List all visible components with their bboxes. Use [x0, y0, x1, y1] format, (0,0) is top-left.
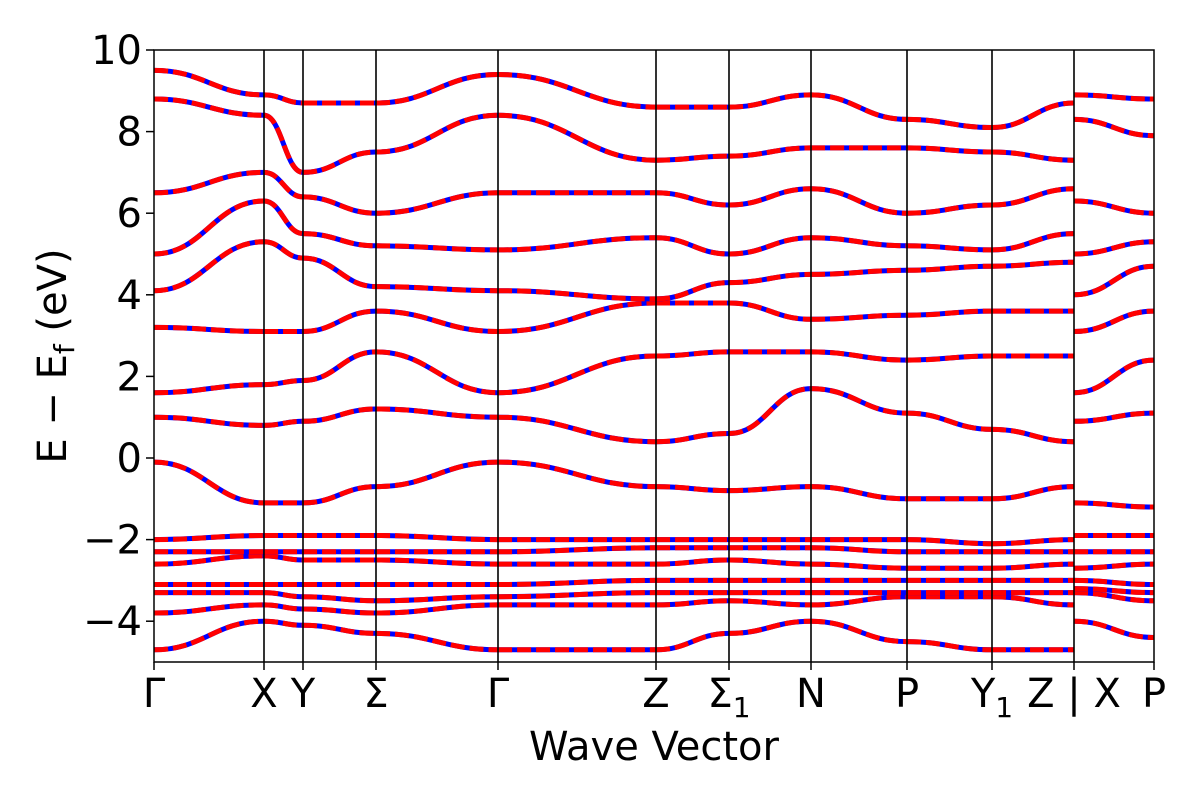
- band-line-red: [154, 96, 1154, 175]
- y-axis-label-sub: f: [48, 343, 81, 354]
- x-tick-label-main: X: [250, 671, 277, 717]
- plot-frame: [153, 49, 1155, 663]
- x-tick-label: Y: [290, 671, 316, 717]
- band-line-red: [154, 239, 1154, 302]
- x-tick-label: Z: [642, 671, 669, 717]
- x-tick-label-sub: 1: [733, 691, 751, 724]
- x-tick-label: Γ: [143, 671, 166, 717]
- band-line-red: [154, 386, 1154, 445]
- band-line-blue: [154, 300, 1154, 334]
- x-tick-label: N: [796, 671, 826, 717]
- x-tick-label: X: [250, 671, 277, 717]
- x-axis-label: Wave Vector: [529, 724, 780, 770]
- band-line-blue: [154, 67, 1154, 130]
- band-11: [154, 300, 1154, 334]
- band-5: [154, 553, 1154, 571]
- x-tick-label: Z | X: [1027, 671, 1121, 717]
- x-tick-label: Y1: [970, 671, 1013, 724]
- band-line-red: [154, 553, 1154, 571]
- band-12: [154, 239, 1154, 302]
- band-line-red: [154, 545, 1154, 555]
- x-tick-label-main: P: [895, 671, 919, 717]
- band-6: [154, 545, 1154, 555]
- band-4: [154, 577, 1154, 588]
- x-tick-label: Σ1: [707, 671, 750, 724]
- x-tick-label-main: N: [796, 671, 826, 717]
- band-line-red: [154, 67, 1154, 130]
- x-tick-label-sub: 1: [995, 691, 1013, 724]
- band-line-blue: [154, 386, 1154, 445]
- band-line-red: [154, 459, 1154, 510]
- x-tick-label-main: Γ: [143, 671, 166, 717]
- band-line-blue: [154, 198, 1154, 257]
- band-15: [154, 96, 1154, 175]
- y-axis-label-main: E − E: [30, 354, 76, 464]
- x-tick-label: Σ: [363, 671, 388, 717]
- band-8: [154, 459, 1154, 510]
- band-14: [154, 169, 1154, 216]
- y-tick-label: −2: [83, 518, 142, 564]
- band-line-red: [154, 300, 1154, 334]
- y-tick-label: 4: [117, 273, 142, 319]
- band-line-red: [154, 349, 1154, 396]
- y-tick-label: 0: [117, 436, 142, 482]
- band-line-red: [154, 577, 1154, 588]
- y-axis: −4 −2 0 2 4 6 8 10: [83, 28, 154, 645]
- x-tick-label-main: Y: [290, 671, 316, 717]
- band-line-red: [154, 590, 1154, 616]
- y-tick-label: 6: [117, 191, 142, 237]
- x-tick-label-main: Z | X: [1027, 671, 1121, 717]
- band-16: [154, 67, 1154, 130]
- x-tick-label-main: Y: [970, 671, 996, 717]
- y-tick-label: 8: [117, 110, 142, 156]
- band-2: [154, 590, 1154, 616]
- band-line-red: [154, 586, 1154, 604]
- band-line-red: [154, 618, 1154, 653]
- x-tick-label-main: Γ: [487, 671, 510, 717]
- x-tick-label: P: [895, 671, 919, 717]
- kpoint-divider-lines: [263, 50, 1075, 662]
- x-tick-label: Γ: [487, 671, 510, 717]
- x-tick-label: P: [1142, 671, 1166, 717]
- band-9: [154, 386, 1154, 445]
- x-tick-label-main: Σ: [363, 671, 388, 717]
- band-13: [154, 198, 1154, 257]
- y-axis-label: E − Ef (eV): [30, 248, 81, 463]
- x-tick-label-main: Σ: [707, 671, 732, 717]
- x-tick-label-main: P: [1142, 671, 1166, 717]
- x-tick-label-main: Z: [642, 671, 669, 717]
- band-line-red: [154, 533, 1154, 547]
- y-tick-label: −4: [83, 599, 142, 645]
- y-tick-label: 10: [91, 28, 142, 74]
- band-line-red: [154, 169, 1154, 216]
- band-lines: [154, 67, 1154, 653]
- y-tick-label: 2: [117, 354, 142, 400]
- band-7: [154, 533, 1154, 547]
- band-1: [154, 618, 1154, 653]
- band-line-red: [154, 198, 1154, 257]
- band-10: [154, 349, 1154, 396]
- y-axis-label-unit: (eV): [30, 248, 76, 344]
- band-3: [154, 586, 1154, 604]
